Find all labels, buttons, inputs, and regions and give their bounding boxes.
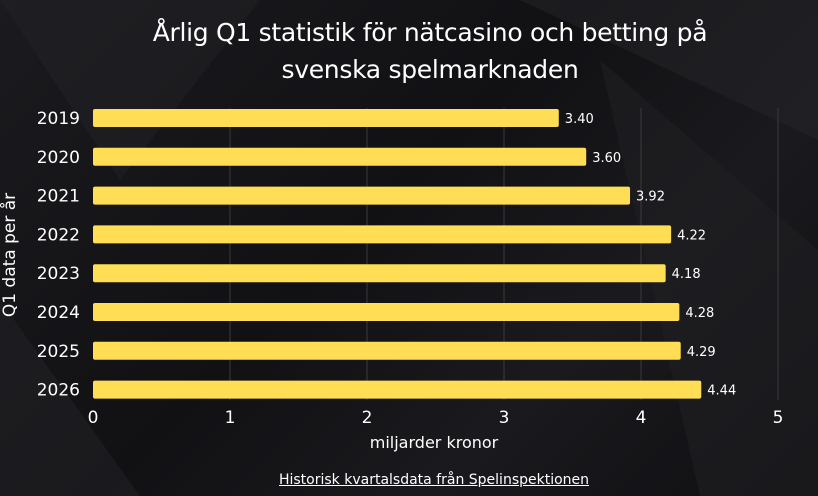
value-label: 3.40 bbox=[565, 112, 594, 127]
x-tick-label: 2 bbox=[362, 408, 373, 428]
x-tick-label: 0 bbox=[88, 408, 99, 428]
x-tick-label: 1 bbox=[225, 408, 236, 428]
y-tick-label: 2023 bbox=[37, 264, 80, 284]
y-tick-label: 2021 bbox=[37, 187, 80, 207]
y-tick-label: 2020 bbox=[37, 148, 80, 168]
bar bbox=[93, 109, 559, 127]
value-labels: 3.40 3.60 3.92 4.22 4.18 4.28 4.29 4.44 bbox=[565, 112, 736, 399]
value-label: 4.44 bbox=[707, 384, 736, 399]
value-label: 4.18 bbox=[672, 267, 701, 282]
x-tick-label: 5 bbox=[773, 408, 784, 428]
x-tick-label: 3 bbox=[499, 408, 510, 428]
y-tick-label: 2022 bbox=[37, 225, 80, 245]
value-label: 3.60 bbox=[592, 151, 621, 166]
chart-title: Årlig Q1 statistik för nätcasino och bet… bbox=[152, 18, 708, 84]
value-label: 3.92 bbox=[636, 190, 665, 205]
y-tick-labels: 2019 2020 2021 2022 2023 2024 2025 2026 bbox=[37, 109, 80, 401]
bar bbox=[93, 147, 587, 166]
value-label: 4.28 bbox=[685, 306, 714, 321]
y-tick-label: 2019 bbox=[37, 109, 80, 129]
bar bbox=[93, 186, 631, 205]
bar bbox=[93, 264, 666, 283]
value-label: 4.22 bbox=[677, 228, 706, 243]
bars bbox=[93, 109, 702, 399]
y-tick-label: 2024 bbox=[37, 303, 80, 323]
bar bbox=[93, 341, 681, 360]
x-axis-label: miljarder kronor bbox=[369, 433, 499, 452]
bar bbox=[93, 225, 672, 244]
bar bbox=[93, 303, 680, 321]
y-tick-label: 2026 bbox=[37, 381, 80, 401]
y-tick-label: 2025 bbox=[37, 342, 80, 362]
x-tick-label: 4 bbox=[636, 408, 647, 428]
source-link[interactable]: Historisk kvartalsdata från Spelinspekti… bbox=[278, 472, 590, 488]
y-axis-label: Q1 data per år bbox=[0, 192, 20, 318]
bar bbox=[93, 380, 702, 399]
value-label: 4.29 bbox=[687, 345, 716, 360]
x-tick-labels: 0 1 2 3 4 5 bbox=[88, 408, 784, 428]
